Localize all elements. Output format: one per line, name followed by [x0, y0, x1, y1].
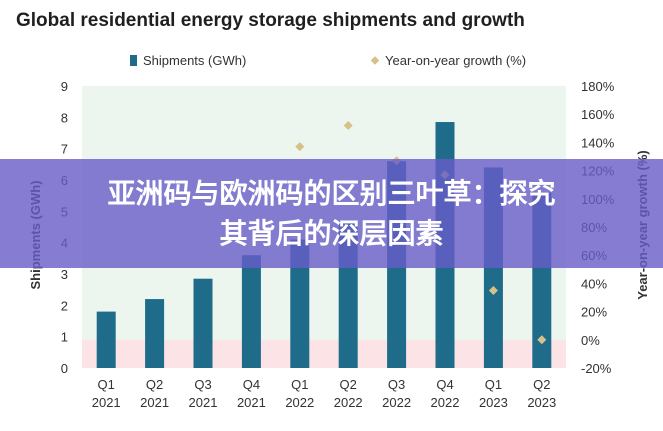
x-tick-label: Q3 2021: [189, 377, 218, 410]
chart-title: Global residential energy storage shipme…: [16, 10, 525, 31]
y-tick-label: 0: [61, 361, 68, 376]
y2-tick-label: 20%: [581, 305, 607, 320]
bar-3: [241, 255, 261, 368]
y-tick-label: 1: [61, 330, 68, 345]
y2-tick-label: -20%: [581, 361, 612, 376]
growth-marker-8: [488, 285, 498, 295]
bar-4: [290, 239, 310, 368]
growth-marker-9: [537, 335, 547, 345]
y-tick-label: 8: [61, 110, 68, 125]
y2-tick-label: 40%: [581, 276, 607, 291]
x-tick-label: Q2 2023: [527, 377, 556, 410]
y2-tick-label: 160%: [581, 107, 615, 122]
y2-tick-label: 0%: [581, 333, 600, 348]
x-tick-label: Q3 2022: [382, 377, 411, 410]
x-tick-label: Q1 2022: [285, 377, 314, 410]
x-tick-label: Q2 2022: [334, 377, 363, 410]
x-tick-label: Q1 2021: [92, 377, 121, 410]
legend: Shipments (GWh) Year-on-year growth (%): [130, 53, 526, 68]
x-tick-label: Q4 2021: [237, 377, 266, 410]
y-tick-label: 2: [61, 298, 68, 313]
x-tick-label: Q4 2022: [431, 377, 460, 410]
bar-2: [193, 278, 213, 368]
legend-marker-growth: [370, 56, 380, 65]
growth-marker-4: [295, 142, 305, 152]
y2-tick-label: 140%: [581, 135, 615, 150]
legend-swatch-shipments: [130, 55, 137, 66]
bar-0: [96, 311, 116, 368]
growth-marker-5: [343, 120, 353, 130]
bar-1: [145, 299, 165, 368]
legend-label-growth: Year-on-year growth (%): [385, 53, 526, 68]
y-tick-label: 7: [61, 142, 68, 157]
overlay-line-1: 亚洲码与欧洲码的区别三叶草：探究: [107, 176, 556, 210]
y-tick-label: 3: [61, 267, 68, 282]
y-tick-label: 9: [61, 79, 68, 94]
y2-tick-label: 180%: [581, 79, 615, 94]
overlay-banner: 亚洲码与欧洲码的区别三叶草：探究 其背后的深层因素: [0, 159, 663, 268]
legend-label-shipments: Shipments (GWh): [143, 53, 246, 68]
x-tick-label: Q2 2021: [140, 377, 169, 410]
x-tick-label: Q1 2023: [479, 377, 508, 410]
overlay-line-2: 其背后的深层因素: [219, 216, 444, 250]
